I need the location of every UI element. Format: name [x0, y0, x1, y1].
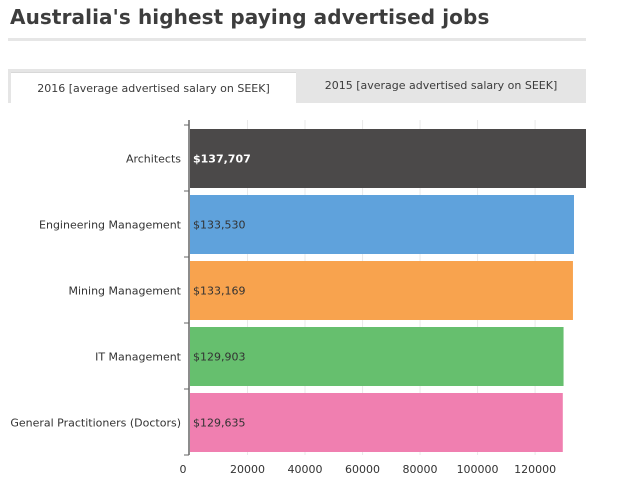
bar — [190, 261, 573, 320]
x-tick-label: 40000 — [288, 463, 323, 476]
category-label: General Practitioners (Doctors) — [10, 417, 181, 430]
x-tick-label: 100000 — [457, 463, 499, 476]
chart-canvas: $137,707 Architects $133,530 Engineering Ma… — [10, 120, 586, 476]
bar — [190, 195, 574, 254]
bar-value-label: $133,530 — [193, 219, 246, 232]
category-label: Engineering Management — [39, 219, 182, 232]
salary-bar-chart: $137,707 Architects $133,530 Engineering Ma… — [0, 103, 640, 491]
category-label: IT Management — [95, 351, 182, 364]
x-tick-label: 20000 — [230, 463, 265, 476]
x-tick-label: 120000 — [514, 463, 556, 476]
chart-title: Australia's highest paying advertised jo… — [10, 5, 490, 29]
bar — [190, 129, 586, 188]
bar-value-label: $129,635 — [193, 417, 246, 430]
bar-value-label: $129,903 — [193, 351, 246, 364]
bar — [190, 327, 564, 386]
tab-2016[interactable]: 2016 [average advertised salary on SEEK] — [11, 72, 296, 103]
x-tick-label: 0 — [180, 463, 187, 476]
category-label: Architects — [126, 153, 181, 166]
bar-value-label: $137,707 — [193, 153, 251, 166]
x-tick-label: 80000 — [403, 463, 438, 476]
bar — [190, 393, 563, 452]
bar-value-label: $133,169 — [193, 285, 246, 298]
title-divider — [8, 38, 586, 41]
x-tick-label: 60000 — [345, 463, 380, 476]
tab-2015[interactable]: 2015 [average advertised salary on SEEK] — [324, 79, 558, 92]
year-tabs: 2016 [average advertised salary on SEEK]… — [8, 69, 586, 103]
category-label: Mining Management — [69, 285, 182, 298]
